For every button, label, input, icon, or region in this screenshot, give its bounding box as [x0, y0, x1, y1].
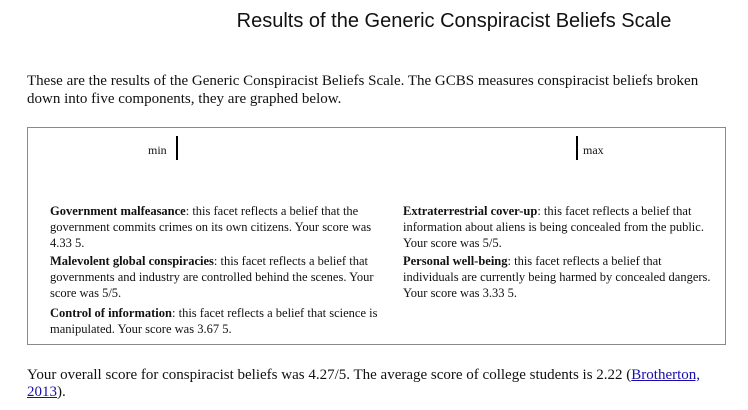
scale-max-label: max	[583, 143, 604, 157]
page-title: Results of the Generic Conspiracist Beli…	[236, 10, 672, 32]
scale-min-label: min	[148, 143, 167, 157]
citation-link[interactable]: Brotherton, 2013	[27, 367, 701, 400]
facet-description: : this facet reflects a belief that info…	[403, 204, 704, 250]
facet-description: : this facet reflects a belief that the …	[50, 204, 372, 250]
scale-max-marker	[576, 136, 578, 160]
facet-government-malfeasance: Government malfeasance: this facet refle…	[50, 203, 385, 251]
facet-extraterrestrial-cover-up: Extraterrestrial cover-up: this facet re…	[403, 203, 713, 251]
summary-end: ).	[57, 384, 66, 400]
facet-description: : this facet reflects a belief that indi…	[403, 254, 711, 300]
summary-text: Your overall score for conspiracist beli…	[27, 367, 632, 383]
facet-description: : this facet reflects a belief that scie…	[50, 306, 378, 336]
facet-description: : this facet reflects a belief that gove…	[50, 254, 374, 300]
facet-name: Malevolent global conspiracies	[50, 254, 214, 268]
overall-score-text: Your overall score for conspiracist beli…	[27, 367, 727, 401]
scale-min-marker	[176, 136, 178, 160]
intro-text: These are the results of the Generic Con…	[27, 73, 699, 107]
facet-name: Personal well-being	[403, 254, 508, 268]
facet-name: Extraterrestrial cover-up	[403, 204, 538, 218]
facet-name: Control of information	[50, 306, 172, 320]
results-panel: min max Government malfeasance: this fac…	[27, 127, 726, 345]
facet-name: Government malfeasance	[50, 204, 186, 218]
facet-malevolent-global-conspiracies: Malevolent global conspiracies: this fac…	[50, 253, 385, 301]
facet-control-of-information: Control of information: this facet refle…	[50, 305, 385, 337]
facet-personal-well-being: Personal well-being: this facet reflects…	[403, 253, 713, 301]
